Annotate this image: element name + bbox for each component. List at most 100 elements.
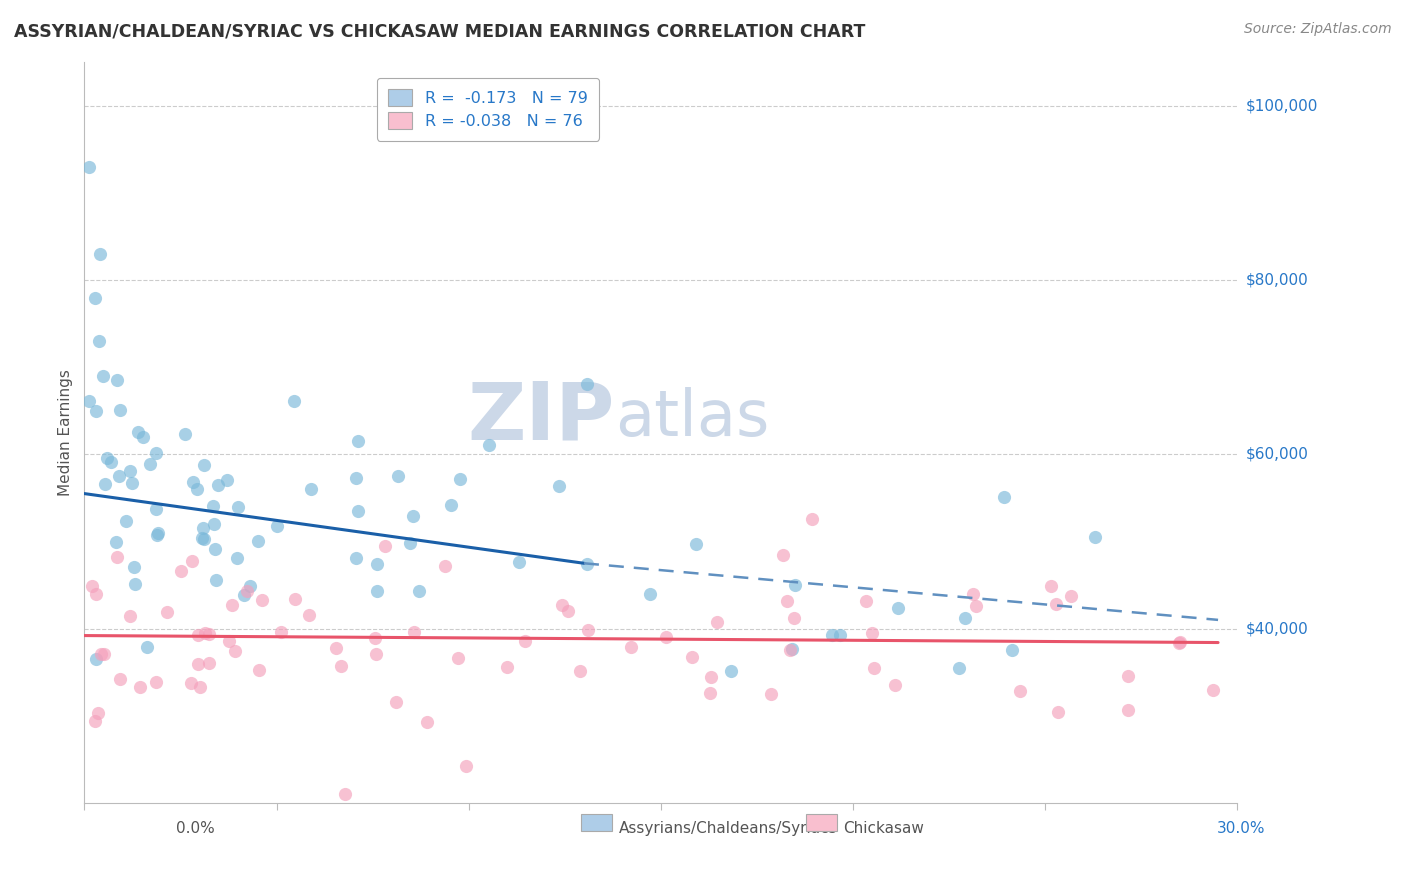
- Point: [270, 625, 292, 640]
- Point: [513, 634, 536, 648]
- Point: [204, 542, 226, 557]
- Point: [638, 587, 661, 601]
- Point: [221, 598, 243, 612]
- Point: [80, 579, 103, 593]
- Point: [1045, 597, 1067, 611]
- Point: [122, 559, 145, 574]
- Point: [121, 476, 143, 491]
- Point: [226, 551, 249, 566]
- Point: [440, 498, 463, 512]
- Point: [181, 554, 204, 568]
- Point: [706, 615, 728, 629]
- Point: [720, 664, 742, 678]
- Point: [156, 606, 179, 620]
- Point: [508, 555, 530, 569]
- Point: [207, 478, 229, 492]
- Point: [79, 160, 101, 174]
- Point: [198, 656, 221, 670]
- Point: [759, 687, 782, 701]
- Text: ASSYRIAN/CHALDEAN/SYRIAC VS CHICKASAW MEDIAN EARNINGS CORRELATION CHART: ASSYRIAN/CHALDEAN/SYRIAC VS CHICKASAW ME…: [14, 22, 866, 40]
- Point: [191, 531, 214, 545]
- Text: Assyrians/Chaldeans/Syriacs: Assyrians/Chaldeans/Syriacs: [619, 821, 837, 836]
- Point: [89, 247, 111, 261]
- Text: Chickasaw: Chickasaw: [844, 821, 925, 836]
- Point: [779, 643, 801, 657]
- Text: ZIP: ZIP: [467, 379, 614, 457]
- Point: [449, 472, 471, 486]
- Point: [86, 404, 108, 418]
- Point: [576, 557, 599, 571]
- Point: [188, 680, 211, 694]
- Point: [90, 647, 112, 661]
- Point: [84, 587, 107, 601]
- Point: [1040, 579, 1063, 593]
- Point: [84, 291, 107, 305]
- Point: [298, 607, 321, 622]
- Point: [194, 626, 217, 640]
- Point: [828, 628, 851, 642]
- Point: [329, 658, 352, 673]
- Point: [416, 715, 439, 730]
- Point: [993, 490, 1015, 504]
- Point: [173, 427, 195, 442]
- Point: [886, 601, 908, 615]
- Point: [863, 660, 886, 674]
- Point: [105, 550, 128, 565]
- Point: [89, 334, 111, 348]
- Point: [576, 623, 599, 637]
- Point: [84, 652, 107, 666]
- Point: [128, 680, 150, 694]
- Point: [454, 759, 477, 773]
- Point: [962, 587, 984, 601]
- Point: [1201, 683, 1223, 698]
- Point: [145, 446, 167, 460]
- Point: [681, 650, 703, 665]
- Point: [1001, 643, 1024, 657]
- Point: [148, 525, 170, 540]
- Point: [202, 517, 225, 532]
- Point: [366, 557, 388, 571]
- Point: [132, 429, 155, 443]
- Point: [187, 628, 209, 642]
- Point: [193, 521, 215, 535]
- Point: [105, 373, 128, 387]
- Point: [385, 695, 408, 709]
- Point: [884, 678, 907, 692]
- Point: [299, 482, 322, 496]
- Text: 0.0%: 0.0%: [176, 821, 215, 836]
- Point: [860, 626, 883, 640]
- Point: [84, 714, 107, 728]
- Point: [193, 533, 215, 547]
- Point: [135, 640, 157, 654]
- Point: [252, 593, 274, 607]
- Point: [96, 450, 118, 465]
- Point: [821, 628, 844, 642]
- Point: [1047, 705, 1070, 719]
- Point: [91, 369, 114, 384]
- Point: [127, 425, 149, 439]
- Point: [145, 501, 167, 516]
- Point: [100, 455, 122, 469]
- Point: [402, 625, 425, 640]
- Text: $80,000: $80,000: [1246, 273, 1309, 288]
- Text: Source: ZipAtlas.com: Source: ZipAtlas.com: [1244, 22, 1392, 37]
- Point: [619, 640, 641, 654]
- Point: [108, 469, 131, 483]
- Point: [146, 528, 169, 542]
- Point: [325, 641, 347, 656]
- Point: [364, 647, 387, 661]
- Point: [374, 539, 396, 553]
- Point: [576, 377, 599, 392]
- Point: [948, 661, 970, 675]
- Point: [118, 464, 141, 478]
- Point: [181, 475, 204, 490]
- Point: [387, 468, 409, 483]
- Point: [568, 664, 591, 678]
- Point: [139, 457, 162, 471]
- Point: [685, 536, 707, 550]
- Point: [366, 584, 388, 599]
- Point: [783, 611, 806, 625]
- Text: $60,000: $60,000: [1246, 447, 1309, 462]
- Point: [108, 403, 131, 417]
- Point: [965, 599, 987, 614]
